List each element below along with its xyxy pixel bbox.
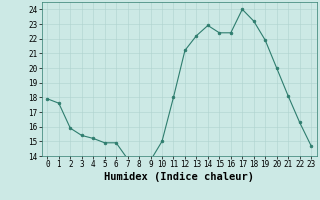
X-axis label: Humidex (Indice chaleur): Humidex (Indice chaleur) <box>104 172 254 182</box>
